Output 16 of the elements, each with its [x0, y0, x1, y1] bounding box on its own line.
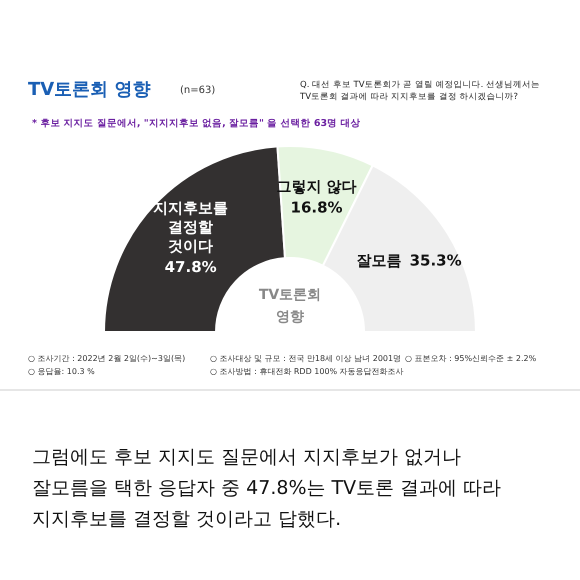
text: (n=63) — [180, 85, 216, 96]
text: ○ 조사대상 및 규모 : 전국 만18세 이상 남녀 2001명 — [210, 354, 402, 363]
text: Q. 대선 후보 TV토론회가 곧 열릴 예정입니다. 선생님께서는 TV토론회 결과에 따라 지지후보를 결정 하시겠습니까? — [299, 80, 540, 102]
chart-title: TV토론회 영향 — [28, 79, 150, 100]
text: ○ 조사기간 : 2022년 2월 2일(수)~3일(목) — [28, 354, 186, 363]
text: * 후보 지지도 질문에서, "지지지후보 없음, 잘모름" 을 선택한 63명 대상 — [32, 118, 360, 129]
text: 그럼에도 후보 지지도 질문에서 지지후보가 없거나 잘모름을 택한 응답자 중 47.8%는 TV토론 결과에 따라 지지후보를 결정할 것이라고 답했다. — [32, 446, 502, 530]
data-label: 35.3% — [410, 251, 462, 270]
text: ○ 응답율: 10.3 % — [28, 367, 96, 376]
data-label: 47.8% — [164, 258, 217, 276]
data-label: 16.8% — [290, 198, 343, 217]
text: ○ 조사방법 : 휴대전화 RDD 100% 자동응답전화조사 — [210, 367, 404, 376]
text: TV토론회 영향 — [258, 287, 322, 325]
slice-label: 잘모름 — [356, 251, 402, 270]
text: ○ 표본오차 : 95%신뢰수준 ± 2.2% — [405, 354, 537, 363]
slice-label: 지지후보를 결정할 것이다 — [153, 199, 228, 256]
